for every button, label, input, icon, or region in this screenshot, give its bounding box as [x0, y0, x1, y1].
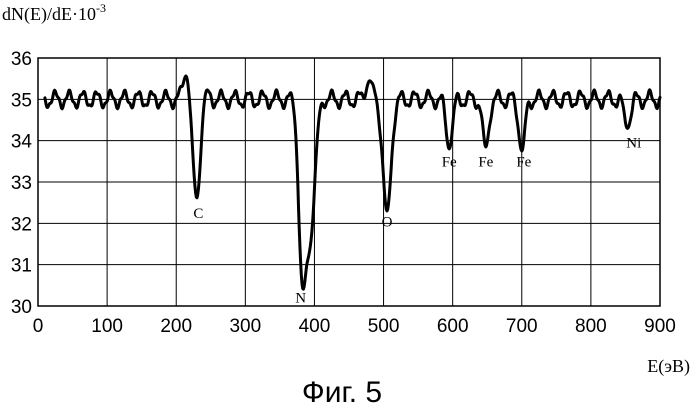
- figure-caption: Фиг. 5: [302, 376, 382, 409]
- peak-annotations: C N O Fe Fe Fe Ni: [193, 136, 641, 307]
- x-tick-label: 200: [160, 316, 192, 337]
- x-axis-label: E(эВ): [647, 356, 690, 377]
- peak-label-fe: Fe: [478, 154, 493, 170]
- peak-label-fe: Fe: [442, 154, 457, 170]
- x-tick-label: 400: [299, 316, 331, 337]
- x-tick-label: 700: [506, 316, 538, 337]
- peak-label-n: N: [295, 291, 306, 307]
- y-axis-label: dN(E)/dE·10-3: [2, 1, 106, 25]
- y-tick-label: 32: [11, 214, 32, 235]
- y-axis-label-exponent: -3: [96, 1, 106, 15]
- x-tick-label: 300: [229, 316, 261, 337]
- x-tick-label: 0: [33, 316, 44, 337]
- y-tick-label: 36: [11, 49, 32, 70]
- x-tick-label: 900: [644, 316, 676, 337]
- y-tick-label: 34: [11, 132, 33, 153]
- x-tick-labels: 0 100 200 300 400 500 600 700 800 900: [33, 316, 676, 337]
- y-tick-label: 33: [11, 173, 32, 194]
- peak-label-ni: Ni: [626, 136, 641, 152]
- y-axis-label-base: dN(E)/dE·10: [2, 4, 96, 25]
- y-tick-labels: 30 31 32 33 34 35 36: [11, 49, 33, 318]
- y-tick-label: 35: [11, 90, 32, 111]
- peak-label-fe: Fe: [516, 154, 531, 170]
- spectrum-series-line: [45, 76, 660, 289]
- x-tick-label: 500: [368, 316, 400, 337]
- x-tick-label: 600: [437, 316, 469, 337]
- y-tick-label: 31: [11, 256, 32, 277]
- x-tick-label: 800: [575, 316, 607, 337]
- peak-label-c: C: [193, 206, 203, 222]
- peak-label-o: O: [382, 214, 393, 230]
- x-tick-label: 100: [91, 316, 123, 337]
- y-tick-label: 30: [11, 297, 32, 318]
